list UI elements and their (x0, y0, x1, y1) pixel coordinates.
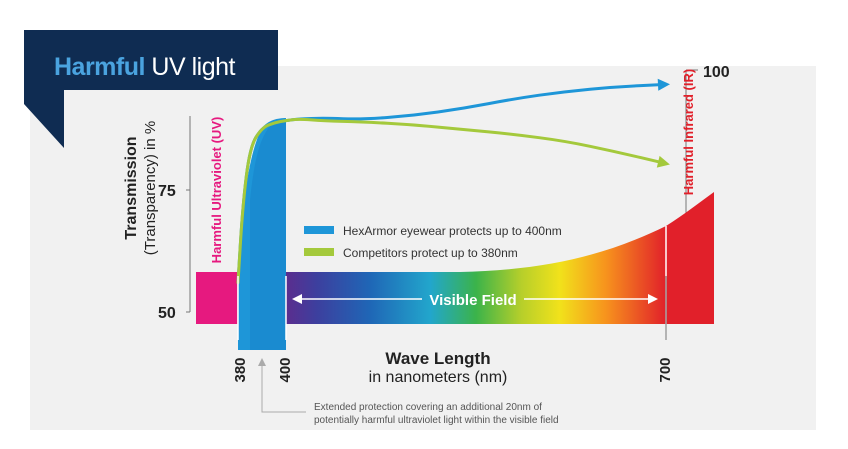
legend-label-hexarmor: HexArmor eyewear protects up to 400nm (343, 224, 562, 238)
note-callout-arrowhead (258, 358, 266, 366)
hexarmor-protection-fill (238, 118, 286, 350)
note-line-2: potentially harmful ultraviolet light wi… (314, 415, 559, 426)
legend-label-competitor: Competitors protect up to 380nm (343, 246, 518, 260)
title-banner (24, 30, 278, 148)
legend-swatch-hexarmor (304, 226, 334, 234)
ir-label: Harmful Infrared (IR) (681, 69, 696, 195)
visible-field-arrowhead-left (292, 294, 302, 304)
x-axis-label: Wave Length (385, 349, 490, 368)
visible-field-label: Visible Field (429, 292, 516, 309)
series-arrowhead-competitor (656, 155, 670, 168)
title-text: Harmful UV light (54, 53, 236, 81)
series-line-competitor (236, 117, 668, 285)
x-axis-sublabel: in nanometers (nm) (369, 369, 508, 386)
uv-label: Harmful Ultraviolet (UV) (209, 117, 224, 264)
y-tick-75: 75 (158, 183, 176, 200)
y-axis-label: Transmission (123, 136, 140, 239)
y-tick-50: 50 (158, 305, 176, 322)
visible-field-arrowhead-right (648, 294, 658, 304)
title-bold: Harmful (54, 53, 145, 81)
series-arrowhead-hexarmor (657, 78, 670, 91)
uv-band (196, 272, 238, 324)
y-axis-sublabel: (Transparency) in % (142, 121, 159, 256)
title-light: UV light (145, 53, 236, 81)
legend-swatch-competitor (304, 248, 334, 256)
x-tick-700: 700 (657, 357, 674, 382)
ir-band (666, 192, 714, 324)
note-callout-line (261, 364, 306, 413)
y-tick-100: 100 (703, 64, 730, 81)
x-tick-380: 380 (232, 357, 249, 382)
x-tick-400: 400 (277, 357, 294, 382)
hexarmor-protection-shade (250, 120, 286, 350)
note-line-1: Extended protection covering an addition… (314, 402, 542, 413)
